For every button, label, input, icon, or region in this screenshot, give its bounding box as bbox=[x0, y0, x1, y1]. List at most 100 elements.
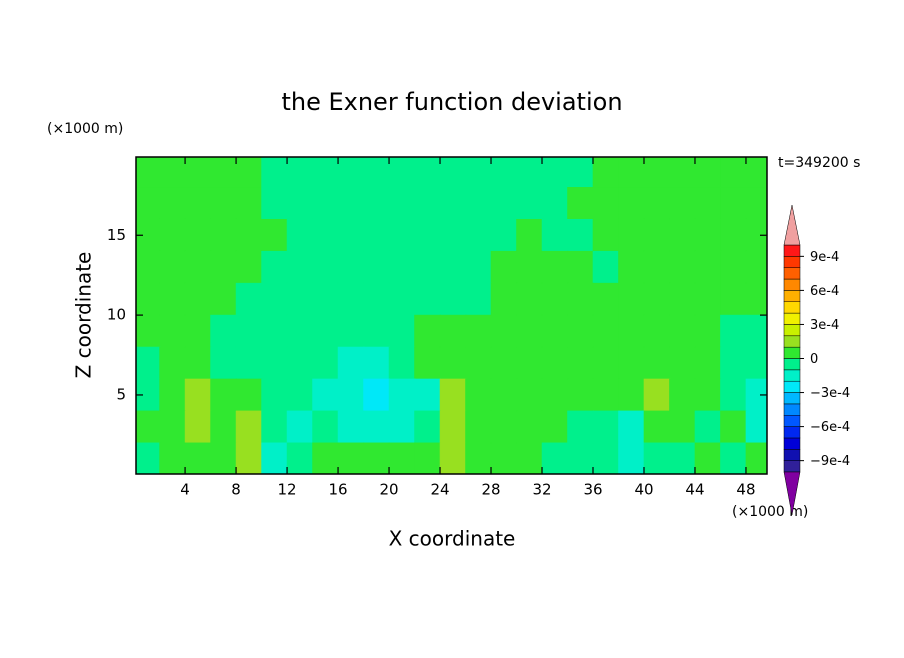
contour-cell bbox=[136, 410, 161, 444]
contour-cell bbox=[286, 250, 314, 285]
contour-cell bbox=[184, 157, 212, 189]
contour-cell bbox=[159, 442, 186, 474]
contour-cell bbox=[286, 218, 314, 253]
contour-cell bbox=[210, 250, 237, 285]
contour-cell bbox=[184, 378, 212, 412]
contour-cell bbox=[567, 187, 594, 221]
contour-cell bbox=[516, 218, 543, 253]
contour-cell bbox=[465, 410, 492, 444]
contour-cell bbox=[694, 282, 722, 317]
contour-cell bbox=[694, 157, 722, 189]
contour-cell bbox=[592, 282, 620, 317]
contour-cell bbox=[720, 346, 747, 380]
colorbar-tick-label: 0 bbox=[810, 352, 818, 367]
contour-cell bbox=[439, 346, 467, 380]
contour-cell bbox=[337, 378, 365, 412]
contour-cell bbox=[618, 157, 645, 189]
x-tick-label: 44 bbox=[685, 481, 704, 499]
contour-cell bbox=[592, 442, 620, 474]
contour-cell bbox=[516, 187, 543, 221]
contour-cell bbox=[235, 218, 263, 253]
contour-cell bbox=[669, 250, 696, 285]
x-tick-label: 16 bbox=[329, 481, 348, 499]
colorbar-box bbox=[783, 278, 801, 291]
contour-cell bbox=[312, 282, 339, 317]
x-tick-label: 8 bbox=[231, 481, 241, 499]
contour-cell bbox=[490, 250, 518, 285]
contour-cell bbox=[592, 314, 620, 348]
contour-cell bbox=[261, 442, 288, 474]
contour-cell bbox=[184, 282, 212, 317]
colorbar-box bbox=[783, 437, 801, 450]
contour-cell bbox=[592, 378, 620, 412]
colorbar-box bbox=[783, 415, 801, 427]
contour-cell bbox=[618, 442, 645, 474]
contour-cell bbox=[261, 378, 288, 412]
contour-cell bbox=[312, 314, 339, 348]
contour-field bbox=[136, 157, 767, 474]
contour-cell bbox=[184, 346, 212, 380]
contour-cell bbox=[541, 282, 569, 317]
contour-cell bbox=[363, 410, 390, 444]
contour-cell bbox=[465, 218, 492, 253]
contour-cell bbox=[490, 314, 518, 348]
y-axis-label: Z coordinate bbox=[72, 252, 96, 379]
contour-cell bbox=[720, 442, 747, 474]
contour-cell bbox=[618, 346, 645, 380]
contour-cell bbox=[745, 250, 767, 285]
contour-cell bbox=[235, 250, 263, 285]
contour-cell bbox=[618, 282, 645, 317]
contour-cell bbox=[541, 157, 569, 189]
colorbar-box bbox=[783, 369, 801, 382]
contour-cell bbox=[312, 346, 339, 380]
contour-cell bbox=[337, 410, 365, 444]
x-tick-label: 36 bbox=[583, 481, 602, 499]
contour-cell bbox=[159, 378, 186, 412]
colorbar-box bbox=[783, 244, 801, 257]
contour-cell bbox=[286, 378, 314, 412]
contour-cell bbox=[567, 250, 594, 285]
contour-cell bbox=[312, 378, 339, 412]
contour-cell bbox=[363, 282, 390, 317]
contour-cell bbox=[388, 157, 416, 189]
contour-cell bbox=[592, 346, 620, 380]
contour-cell bbox=[694, 346, 722, 380]
contour-cell bbox=[235, 282, 263, 317]
y-tick-label: 5 bbox=[116, 385, 126, 403]
contour-cell bbox=[465, 187, 492, 221]
contour-cell bbox=[643, 187, 671, 221]
contour-cell bbox=[720, 250, 747, 285]
contour-cell bbox=[643, 282, 671, 317]
colorbar-box bbox=[783, 346, 801, 359]
contour-cell bbox=[643, 218, 671, 253]
contour-cell bbox=[184, 218, 212, 253]
contour-cell bbox=[210, 218, 237, 253]
contour-cell bbox=[159, 157, 186, 189]
contour-cell bbox=[490, 410, 518, 444]
contour-cell bbox=[439, 314, 467, 348]
colorbar-box bbox=[783, 380, 801, 393]
contour-cell bbox=[184, 250, 212, 285]
colorbar-tick-label: −3e-4 bbox=[810, 386, 850, 401]
x-tick-label: 24 bbox=[430, 481, 449, 499]
contour-cell bbox=[363, 346, 390, 380]
contour-cell bbox=[465, 346, 492, 380]
contour-cell bbox=[516, 314, 543, 348]
colorbar-tick-label: −6e-4 bbox=[810, 420, 850, 435]
contour-cell bbox=[516, 282, 543, 317]
contour-cell bbox=[694, 378, 722, 412]
contour-cell bbox=[669, 346, 696, 380]
contour-cell bbox=[745, 346, 767, 380]
contour-cell bbox=[235, 442, 263, 474]
contour-cell bbox=[618, 314, 645, 348]
contour-cell bbox=[567, 410, 594, 444]
contour-cell bbox=[465, 282, 492, 317]
contour-cell bbox=[745, 218, 767, 253]
contour-cell bbox=[210, 346, 237, 380]
contour-cell bbox=[261, 187, 288, 221]
contour-cell bbox=[694, 410, 722, 444]
contour-cell bbox=[516, 250, 543, 285]
contour-cell bbox=[210, 314, 237, 348]
contour-cell bbox=[136, 314, 161, 348]
